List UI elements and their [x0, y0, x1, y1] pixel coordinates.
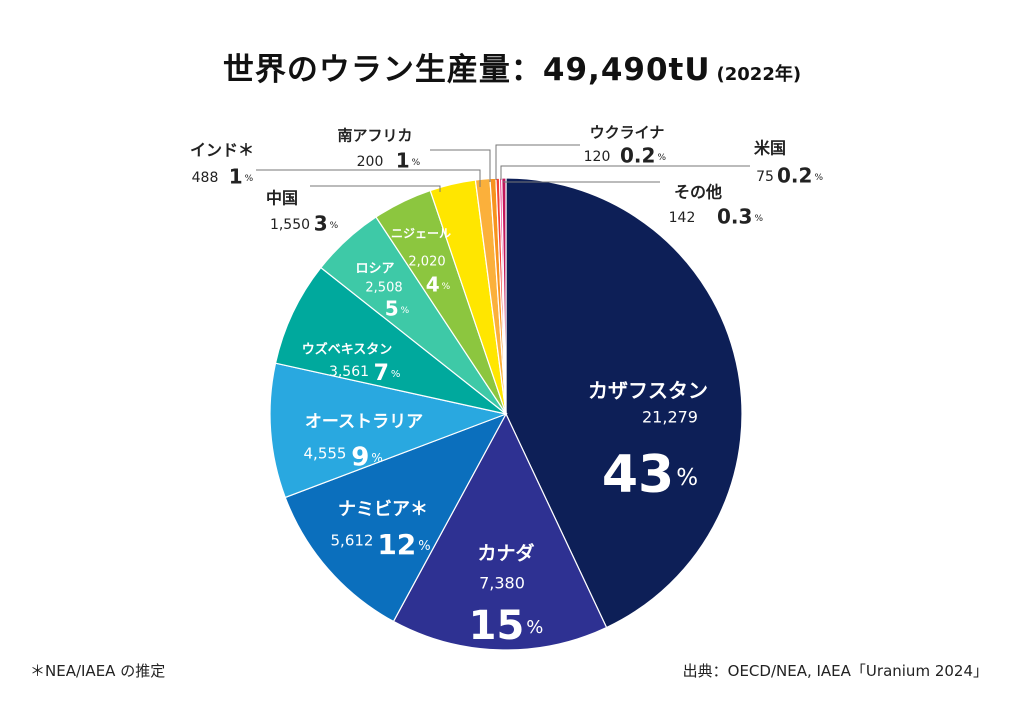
- pie-slice-0: [505, 177, 743, 629]
- slice-value-1: 7,380: [479, 574, 525, 593]
- footnote: ＊NEA/IAEA の推定: [30, 662, 166, 680]
- leader-line-10: [495, 144, 580, 180]
- slice-label-7: 中国: [266, 189, 298, 208]
- pie-slice-2: [284, 412, 508, 623]
- slice-label-2: ナミビア＊: [338, 499, 428, 520]
- slice-value-2: 5,612: [331, 532, 374, 550]
- chart-title-block: 世界のウラン生産量：49,490tU (2022年): [0, 44, 1024, 89]
- slice-label-12: その他: [674, 183, 722, 202]
- slice-percent-9: 1%: [396, 149, 421, 173]
- slice-label-10: ウクライナ: [590, 124, 665, 142]
- slice-percent-10: 0.2%: [620, 144, 666, 168]
- slice-percent-11: 0.2%: [777, 164, 823, 188]
- slice-percent-8: 1%: [229, 165, 254, 189]
- slice-value-4: 3,561: [329, 364, 369, 380]
- slice-value-3: 4,555: [304, 445, 347, 463]
- slice-value-11: 75: [756, 169, 774, 185]
- slice-percent-12: 0.3%: [717, 205, 763, 229]
- slice-value-9: 200: [357, 154, 384, 170]
- slice-value-5: 2,508: [365, 281, 402, 296]
- slice-value-0: 21,279: [642, 408, 698, 427]
- source-note: 出典：OECD/NEA, IAEA「Uranium 2024」: [682, 662, 988, 680]
- slice-percent-7: 3%: [314, 212, 339, 236]
- slice-value-7: 1,550: [270, 217, 310, 233]
- slice-label-0: カザフスタン: [588, 379, 708, 403]
- pie-slice-1: [392, 412, 608, 651]
- slice-label-6: ニジェール: [391, 227, 451, 241]
- slice-label-1: カナダ: [477, 542, 534, 565]
- pie-slice-12: [501, 177, 507, 415]
- pie-slice-4: [274, 266, 507, 415]
- leader-line-9: [430, 149, 491, 182]
- slice-label-11: 米国: [754, 139, 786, 158]
- slice-label-5: ロシア: [355, 262, 394, 277]
- slice-value-12: 142: [669, 210, 696, 226]
- slice-label-4: ウズベキスタン: [302, 342, 393, 358]
- chart-title: 世界のウラン生産量：49,490tU: [222, 52, 711, 88]
- slice-label-3: オーストラリア: [305, 412, 423, 432]
- pie-slice-3: [269, 362, 509, 499]
- chart-title-year: (2022年): [716, 64, 802, 85]
- slice-label-8: インド＊: [190, 141, 254, 160]
- slice-value-6: 2,020: [408, 255, 445, 270]
- slice-label-9: 南アフリカ: [337, 127, 412, 145]
- leader-line-12: [503, 181, 660, 183]
- leader-line-8: [256, 169, 481, 187]
- leader-line-11: [500, 165, 750, 180]
- leader-line-7: [310, 185, 441, 192]
- slice-value-8: 488: [192, 170, 219, 186]
- slice-value-10: 120: [584, 149, 611, 165]
